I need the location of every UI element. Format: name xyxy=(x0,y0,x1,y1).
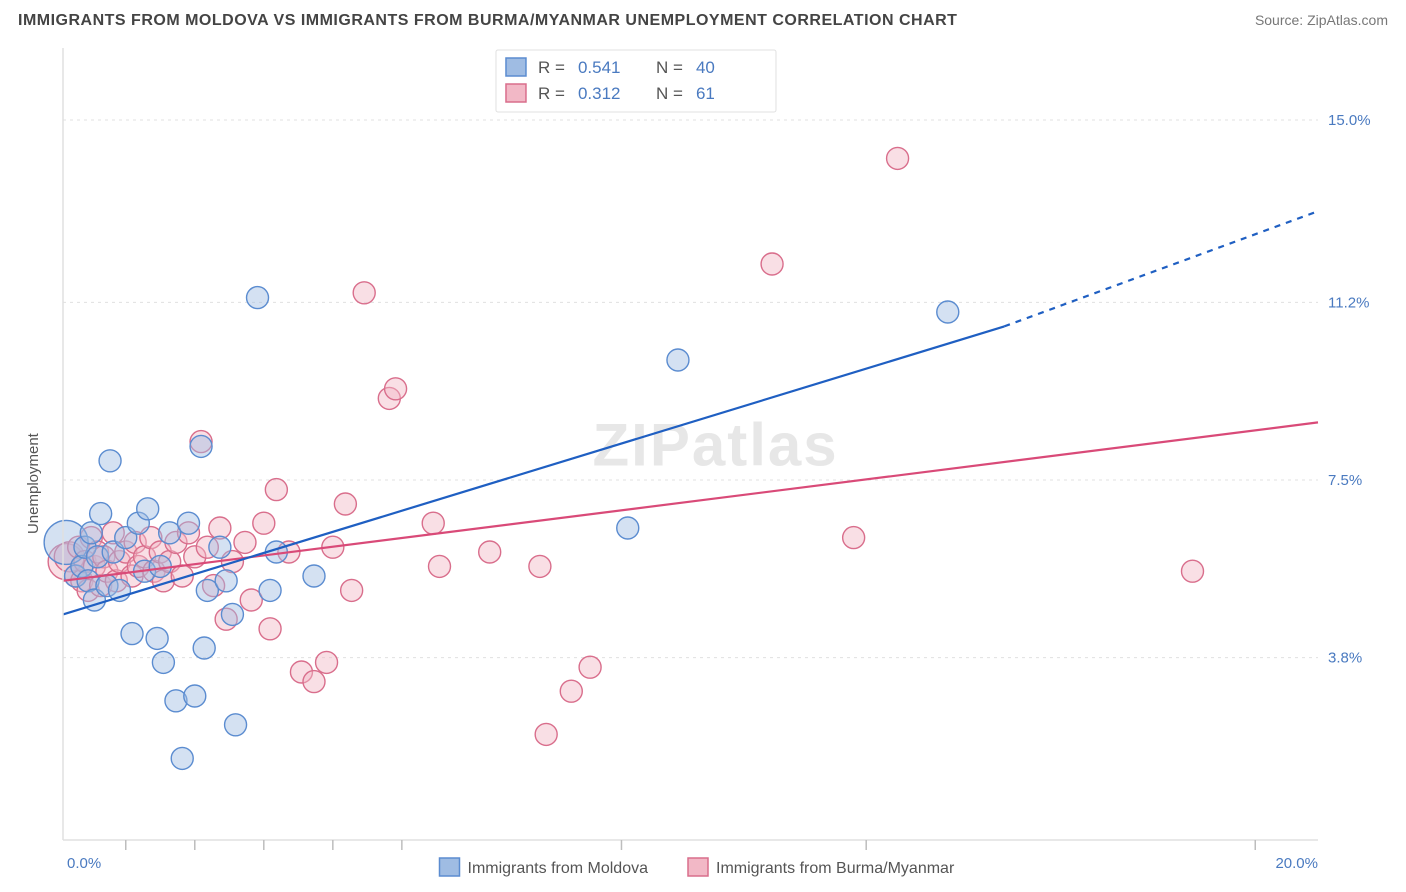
moldova-point xyxy=(667,349,689,371)
y-tick-label: 7.5% xyxy=(1328,472,1362,489)
watermark: ZIPatlas xyxy=(593,412,839,479)
y-axis-label: Unemployment xyxy=(25,432,42,534)
burma-point xyxy=(316,651,338,673)
moldova-point xyxy=(225,714,247,736)
moldova-point xyxy=(937,301,959,323)
burma-point xyxy=(1182,560,1204,582)
footer-legend-label: Immigrants from Burma/Myanmar xyxy=(716,860,955,877)
legend-swatch xyxy=(506,84,526,102)
burma-point xyxy=(385,378,407,400)
moldova-point xyxy=(152,651,174,673)
scatter-chart: 3.8% 7.5% 11.2% 15.0% ZIPatlas 0.0% 20.0% Unemp… xyxy=(18,40,1388,882)
x-max-label: 20.0% xyxy=(1275,855,1318,872)
legend-swatch xyxy=(506,58,526,76)
burma-point xyxy=(529,555,551,577)
burma-point xyxy=(341,579,363,601)
footer-swatch xyxy=(440,858,460,876)
burma-point xyxy=(303,671,325,693)
moldova-point xyxy=(215,570,237,592)
moldova-trend-ext xyxy=(1004,211,1318,326)
y-tick-label: 11.2% xyxy=(1328,294,1369,311)
moldova-point xyxy=(99,450,121,472)
moldova-point xyxy=(209,536,231,558)
x-min-label: 0.0% xyxy=(67,855,101,872)
moldova-point xyxy=(121,623,143,645)
moldova-point xyxy=(137,498,159,520)
moldova-point xyxy=(184,685,206,707)
burma-point xyxy=(560,680,582,702)
moldova-point xyxy=(247,287,269,309)
burma-point xyxy=(259,618,281,640)
burma-point xyxy=(579,656,601,678)
burma-point xyxy=(353,282,375,304)
footer-swatch xyxy=(688,858,708,876)
moldova-point xyxy=(178,512,200,534)
burma-point xyxy=(843,527,865,549)
chart-container: 3.8% 7.5% 11.2% 15.0% ZIPatlas 0.0% 20.0% Unemp… xyxy=(18,40,1388,882)
burma-point xyxy=(253,512,275,534)
footer-legend-label: Immigrants from Moldova xyxy=(468,860,649,877)
burma-point xyxy=(429,555,451,577)
burma-point xyxy=(887,147,909,169)
burma-point xyxy=(535,723,557,745)
moldova-point xyxy=(146,627,168,649)
source-label: Source: ZipAtlas.com xyxy=(1255,12,1388,28)
moldova-point xyxy=(259,579,281,601)
burma-point xyxy=(761,253,783,275)
moldova-point xyxy=(190,435,212,457)
moldova-point xyxy=(90,503,112,525)
moldova-point xyxy=(149,555,171,577)
legend-r-label: R = xyxy=(538,58,565,77)
y-tick-label: 3.8% xyxy=(1328,650,1362,667)
legend-r-label: R = xyxy=(538,84,565,103)
burma-point xyxy=(479,541,501,563)
burma-point xyxy=(265,479,287,501)
legend-r-value: 0.541 xyxy=(578,58,621,77)
burma-point xyxy=(422,512,444,534)
header: IMMIGRANTS FROM MOLDOVA VS IMMIGRANTS FR… xyxy=(18,12,1388,30)
chart-title: IMMIGRANTS FROM MOLDOVA VS IMMIGRANTS FR… xyxy=(18,12,957,30)
burma-point xyxy=(334,493,356,515)
moldova-point xyxy=(171,747,193,769)
legend-n-value: 61 xyxy=(696,84,715,103)
legend-n-label: N = xyxy=(656,58,683,77)
y-tick-label: 15.0% xyxy=(1328,112,1371,129)
moldova-point xyxy=(193,637,215,659)
burma-point xyxy=(234,531,256,553)
moldova-point xyxy=(221,603,243,625)
legend-n-value: 40 xyxy=(696,58,715,77)
legend-r-value: 0.312 xyxy=(578,84,621,103)
moldova-point xyxy=(303,565,325,587)
legend-n-label: N = xyxy=(656,84,683,103)
moldova-point xyxy=(617,517,639,539)
